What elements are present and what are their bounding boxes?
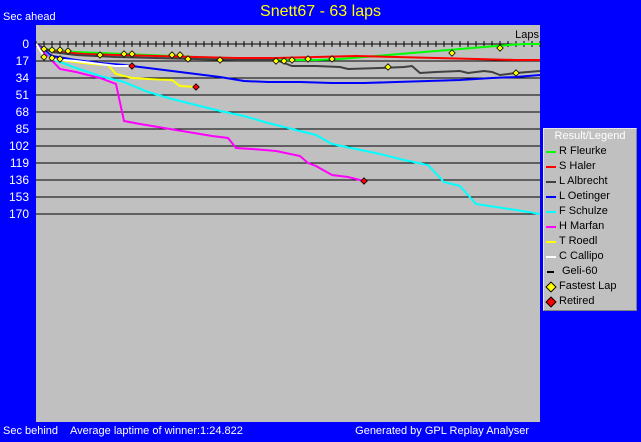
y-tick-label: 119: [10, 156, 29, 170]
fastest-lap-marker: [496, 44, 504, 52]
y-tick-label: 0: [22, 37, 29, 51]
fastest-lap-marker: [168, 51, 176, 59]
series-line-l-albrecht: [36, 43, 540, 77]
fastest-lap-marker: [96, 51, 104, 59]
y-tick-label: 17: [16, 54, 30, 68]
y-tick-label: 34: [16, 71, 30, 85]
y-tick-label: 102: [9, 139, 29, 153]
fastest-lap-marker: [384, 63, 392, 71]
legend-label: L Oetinger: [559, 190, 610, 202]
legend-diamond-icon: [545, 296, 557, 308]
chart-title: Snett67 - 63 laps: [260, 3, 381, 20]
y-label-top: Sec ahead: [3, 11, 56, 23]
legend-diamond-icon: [545, 281, 557, 293]
retired-marker: [192, 83, 200, 91]
legend-item: S Haler: [546, 160, 636, 173]
fastest-lap-marker: [272, 57, 280, 65]
legend-line-icon: [546, 196, 556, 198]
fastest-lap-marker: [176, 51, 184, 59]
y-tick-label: 136: [9, 173, 29, 187]
series-line-f-schulze: [36, 43, 540, 215]
legend-label: Fastest Lap: [559, 280, 617, 292]
legend-label: S Haler: [559, 160, 596, 172]
legend-label: T Roedl: [559, 235, 598, 247]
series-line-l-oetinger: [36, 43, 540, 84]
x-axis-label: Laps: [515, 29, 539, 41]
legend-line-icon: [546, 241, 556, 243]
fastest-lap-marker: [56, 46, 64, 54]
legend-item: L Albrecht: [546, 175, 636, 188]
legend: Result/Legend R Fleurke S Haler L Albrecht…: [543, 128, 637, 311]
legend-line-icon: [546, 211, 556, 213]
fastest-lap-marker: [304, 55, 312, 63]
fastest-lap-marker: [512, 69, 520, 77]
legend-item: F Schulze: [546, 205, 636, 218]
fastest-lap-marker: [328, 55, 336, 63]
legend-item: L Oetinger: [546, 190, 636, 203]
series-line-s-haler: [36, 43, 540, 61]
legend-line-icon: [546, 181, 556, 183]
series-group: [36, 43, 540, 215]
legend-item: Fastest Lap: [545, 280, 636, 293]
legend-label: R Fleurke: [559, 145, 607, 157]
legend-item: R Fleurke: [546, 145, 636, 158]
legend-label: F Schulze: [559, 205, 608, 217]
legend-line-icon: [546, 166, 556, 168]
legend-item: C Callipo: [546, 250, 636, 263]
fastest-lap-marker: [48, 54, 56, 62]
average-laptime: Average laptime of winner:1:24.822: [70, 425, 243, 437]
legend-dash-icon: [547, 271, 554, 273]
y-tick-label: 170: [9, 207, 29, 221]
fastest-lap-marker: [48, 46, 56, 54]
fastest-lap-marker: [288, 56, 296, 64]
legend-item: T Roedl: [546, 235, 636, 248]
fastest-lap-marker: [128, 50, 136, 58]
fastest-lap-marker: [40, 53, 48, 61]
plot-area: [36, 25, 540, 422]
legend-line-icon: [546, 256, 556, 258]
y-tick-label: 153: [9, 190, 29, 204]
legend-label: L Albrecht: [559, 175, 608, 187]
generator-credit: Generated by GPL Replay Analyser: [355, 425, 529, 437]
legend-label: H Marfan: [559, 220, 605, 232]
legend-label: C Callipo: [559, 250, 604, 262]
legend-title: Result/Legend: [554, 130, 626, 142]
legend-line-icon: [546, 226, 556, 228]
y-label-bottom: Sec behind: [3, 425, 59, 437]
retired-marker: [128, 62, 136, 70]
retired-marker: [360, 177, 368, 185]
fastest-lap-marker: [216, 56, 224, 64]
legend-item: H Marfan: [546, 220, 636, 233]
y-tick-label: 68: [16, 105, 30, 119]
y-tick-label: 85: [16, 122, 30, 136]
fastest-lap-marker: [56, 55, 64, 63]
fastest-lap-marker: [280, 57, 288, 65]
fastest-lap-marker: [448, 49, 456, 57]
legend-line-icon: [546, 151, 556, 153]
fastest-lap-marker: [64, 47, 72, 55]
legend-item: Retired: [545, 295, 636, 308]
fastest-lap-marker: [184, 55, 192, 63]
y-tick-label: 51: [16, 88, 30, 102]
fastest-lap-marker: [40, 45, 48, 53]
legend-item: Geli-60: [546, 265, 636, 278]
legend-label: Geli-60: [562, 265, 598, 277]
series-line-h-marfan: [36, 43, 365, 182]
legend-label: Retired: [559, 295, 595, 307]
fastest-lap-marker: [120, 50, 128, 58]
